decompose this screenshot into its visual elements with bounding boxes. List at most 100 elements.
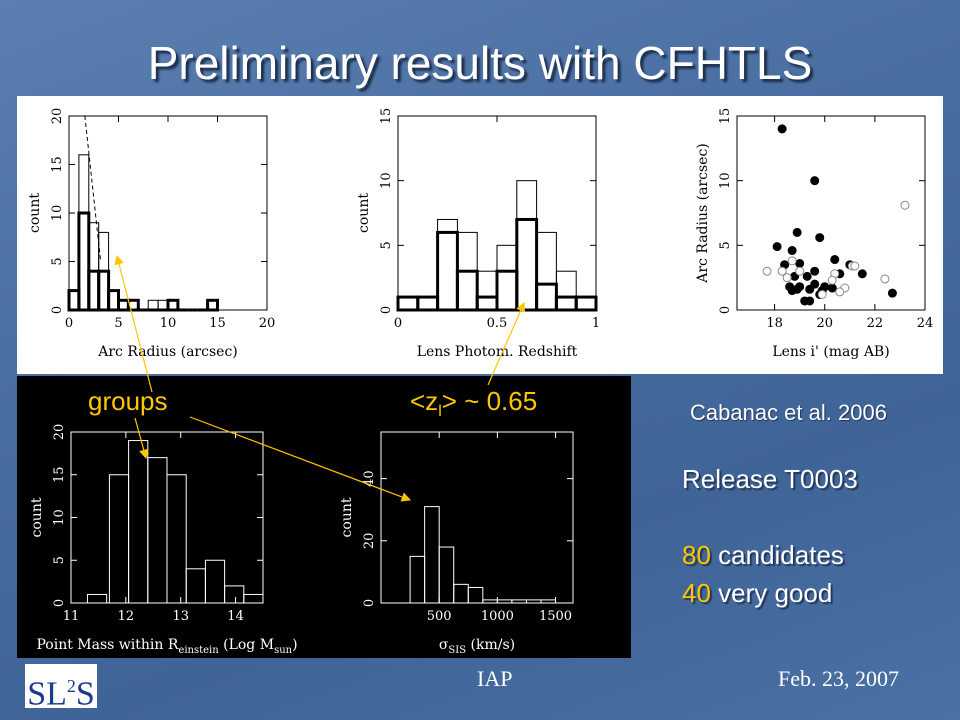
scatter-point [835, 287, 845, 297]
x-axis-label: Lens Photom. Redshift [417, 344, 578, 360]
y-axis-label: count [27, 193, 43, 233]
histogram-bar [108, 474, 130, 604]
histogram-bar [475, 295, 499, 312]
histogram-bar [185, 568, 206, 604]
histogram-bar [416, 295, 440, 312]
x-tick-label: 22 [867, 316, 884, 331]
scatter-point [777, 266, 787, 276]
scatter-point [795, 266, 805, 276]
x-axis-label: Arc Radius (arcsec) [97, 344, 238, 360]
y-tick-label: 5 [379, 241, 394, 249]
y-tick-label: 0 [50, 306, 65, 314]
x-axis-label-sub: einstein [178, 645, 219, 656]
scatter-point [850, 261, 860, 271]
zl-annotation: <zl> ~ 0.65 [410, 386, 537, 421]
y-tick-label: 20 [52, 424, 67, 441]
y-tick-label: 5 [718, 241, 733, 249]
x-axis-label-rest: (Log M [219, 637, 274, 653]
zl-label: <z [410, 386, 439, 416]
histogram-bar [166, 298, 180, 312]
y-tick-label: 15 [52, 466, 67, 483]
x-tick-label: 18 [766, 316, 783, 331]
chart-5: 500 1000 1500 0 20 40 σSIS (km/s) count [339, 431, 574, 656]
y-tick-label: 15 [50, 156, 65, 173]
sl2s-logo: SL2S [25, 664, 97, 712]
scatter-point [772, 242, 782, 252]
top-plots-panel: 0 5 10 15 20 0 5 10 15 20 Arc Radius (arcsec) count… [17, 96, 943, 374]
candidates-number: 80 [682, 540, 711, 570]
histogram-bar [453, 583, 469, 604]
scatter-point [810, 266, 820, 276]
scatter-point [762, 266, 772, 276]
histogram-bar [516, 180, 538, 311]
y-tick-label: 5 [50, 257, 65, 265]
histogram-bar [515, 217, 539, 312]
histogram-bar [128, 440, 149, 604]
histogram-bar [574, 295, 598, 312]
scatter-point [802, 271, 812, 281]
histogram-bar [540, 599, 557, 604]
histogram-bar [554, 295, 578, 312]
scatter-point [887, 288, 897, 298]
x-axis-label-end: ) [292, 637, 297, 653]
y-tick-label: 0 [718, 306, 733, 314]
scatter-point [777, 124, 787, 134]
histogram-bar [166, 474, 187, 604]
x-tick-label: 20 [259, 316, 276, 331]
zl-sub: l [438, 403, 442, 421]
x-axis-label-sub2: sun [274, 645, 293, 656]
y-axis-label: count [356, 193, 372, 233]
scatter-point [782, 273, 792, 283]
x-tick-label: 14 [227, 609, 244, 624]
scatter-point [827, 275, 837, 285]
citation: Cabanac et al. 2006 [690, 400, 887, 425]
x-tick-label: 24 [917, 316, 934, 331]
x-axis-label-rest: (km/s) [466, 637, 515, 653]
y-axis-label: count [339, 497, 355, 537]
scatter-point [815, 233, 825, 243]
plot-frame [736, 115, 926, 311]
x-tick-label: 11 [63, 609, 80, 624]
histogram-bar [495, 269, 519, 312]
bottom-plots-svg: 11 12 13 14 0 5 10 15 20 Point Mass within Reinst… [29, 424, 574, 656]
histogram-bar [496, 599, 513, 604]
slide-title: Preliminary results with CFHTLS [147, 37, 813, 89]
y-tick-label: 15 [379, 108, 394, 125]
chart-1: 0 5 10 15 20 0 5 10 15 20 Arc Radius (arcsec) count [27, 108, 275, 360]
footer-center: IAP [477, 666, 513, 691]
scatter-point [820, 282, 830, 292]
y-tick-label: 0 [52, 599, 67, 607]
histogram-bar [455, 269, 479, 312]
scatter-point [857, 269, 867, 279]
x-axis-label: Lens i' (mag AB) [772, 344, 889, 360]
candidates-line: 80 candidates [682, 536, 858, 574]
x-tick-label: 500 [427, 609, 452, 624]
y-axis-label: count [29, 497, 45, 537]
release-info: Release T0003 80 candidates 40 very good [682, 460, 858, 612]
histogram-bar [575, 296, 597, 311]
histogram-bar [206, 298, 220, 312]
x-tick-label: 0 [65, 316, 73, 331]
x-tick-label: 20 [816, 316, 833, 331]
candidates-text: candidates [710, 540, 844, 570]
x-tick-label: 13 [172, 609, 189, 624]
release-line: Release T0003 [682, 464, 858, 494]
histogram-bar [424, 506, 440, 604]
footer-date: Feb. 23, 2007 [778, 666, 899, 691]
logo-sup: 2 [66, 676, 76, 696]
x-tick-label: 1000 [481, 609, 514, 624]
histogram-bar [147, 457, 168, 604]
logo-main: SL [27, 675, 67, 713]
x-tick-label: 10 [160, 316, 177, 331]
histogram-bar [438, 546, 455, 604]
histogram-bar [555, 270, 577, 311]
scatter-point [800, 296, 810, 306]
scatter-point [792, 227, 802, 237]
histogram-bar [525, 599, 542, 604]
y-tick-label: 40 [362, 470, 377, 487]
x-tick-label: 0.5 [487, 316, 508, 331]
zl-value: > ~ 0.65 [441, 386, 538, 416]
y-tick-label: 10 [718, 172, 733, 189]
x-axis-label: Point Mass within Reinstein (Log Msun) [36, 637, 297, 656]
scatter-point [787, 246, 797, 256]
